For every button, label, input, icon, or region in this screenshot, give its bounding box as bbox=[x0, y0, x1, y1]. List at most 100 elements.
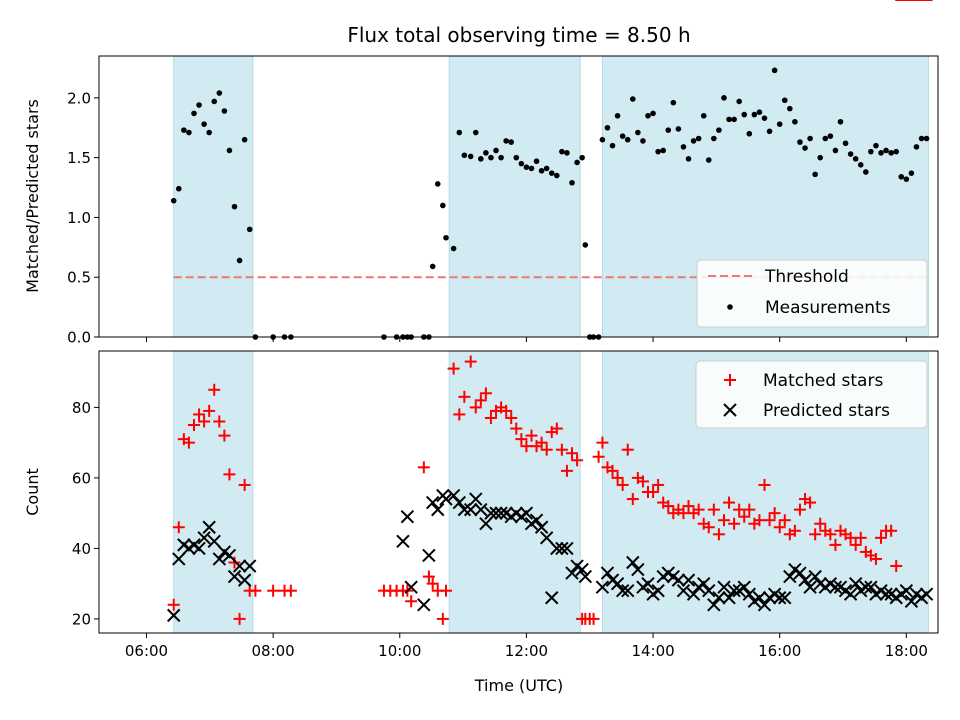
top-panel-frame bbox=[98, 55, 939, 338]
measurement-point bbox=[450, 245, 457, 252]
matched-star-point bbox=[208, 383, 221, 396]
measurement-point bbox=[635, 129, 641, 136]
measurement-point bbox=[690, 138, 697, 144]
measurement-point bbox=[226, 147, 233, 154]
predicted-star-point bbox=[808, 569, 822, 584]
matched-star-point bbox=[510, 422, 523, 435]
predicted-star-point bbox=[232, 559, 247, 573]
matched-star-point bbox=[520, 440, 533, 453]
measurement-point bbox=[221, 108, 228, 114]
predicted-star-point bbox=[778, 591, 792, 605]
measurement-point bbox=[498, 154, 504, 161]
measurement-point bbox=[559, 148, 565, 155]
measurement-point bbox=[812, 171, 818, 178]
y-tick-label: 60 bbox=[72, 469, 91, 487]
predicted-star-point bbox=[919, 587, 934, 601]
matched-star-point bbox=[284, 584, 297, 597]
measurement-point bbox=[868, 148, 874, 155]
measurement-point bbox=[241, 136, 248, 143]
predicted-star-point bbox=[783, 569, 797, 584]
matched-star-point bbox=[890, 560, 903, 573]
predicted-star-point bbox=[727, 583, 741, 598]
matched-star-point bbox=[814, 517, 827, 530]
matched-star-point bbox=[778, 514, 791, 527]
predicted-star-point bbox=[742, 587, 757, 601]
measurement-point bbox=[614, 112, 621, 119]
predicted-star-point bbox=[452, 495, 467, 510]
legend-threshold-label: Threshold bbox=[764, 267, 849, 287]
measurement-point bbox=[736, 98, 742, 105]
matched-star-point bbox=[198, 415, 211, 428]
measurement-point bbox=[231, 203, 238, 210]
matched-star-point bbox=[712, 528, 725, 541]
measurement-point bbox=[216, 90, 223, 96]
measurement-point bbox=[429, 263, 436, 270]
matched-star-point bbox=[763, 514, 776, 527]
measurement-point bbox=[908, 170, 915, 176]
measurement-point bbox=[170, 197, 177, 204]
matched-star-point bbox=[636, 475, 649, 488]
predicted-star-point bbox=[697, 576, 711, 591]
matched-star-point bbox=[540, 443, 553, 456]
measurement-point bbox=[761, 115, 768, 121]
predicted-star-point bbox=[469, 492, 483, 506]
predicted-star-point bbox=[222, 548, 237, 563]
matched-star-point bbox=[500, 404, 513, 417]
measurement-point bbox=[797, 139, 803, 145]
measurement-point bbox=[181, 127, 187, 133]
y-tick-label: 20 bbox=[72, 610, 91, 628]
measurement-point bbox=[599, 136, 606, 143]
matched-star-point bbox=[743, 503, 756, 516]
bottom-legend: Matched stars Predicted stars bbox=[695, 360, 928, 429]
matched-star-point bbox=[849, 538, 862, 551]
measurement-point bbox=[624, 136, 631, 143]
measurement-point bbox=[582, 242, 589, 248]
matched-star-point bbox=[829, 538, 842, 551]
matched-star-point bbox=[662, 500, 675, 513]
matched-star-point bbox=[550, 422, 563, 435]
matched-star-point bbox=[238, 478, 251, 491]
measurement-point bbox=[619, 133, 626, 139]
measurement-point bbox=[650, 110, 656, 117]
predicted-star-point bbox=[610, 576, 625, 591]
predicted-star-point bbox=[848, 576, 863, 591]
measurement-point bbox=[236, 257, 243, 264]
measurement-point bbox=[508, 139, 515, 145]
measurement-point bbox=[802, 145, 808, 151]
measurement-point bbox=[456, 129, 463, 136]
measurement-point bbox=[211, 98, 218, 105]
measurement-point bbox=[604, 124, 611, 131]
predicted-star-point bbox=[702, 583, 716, 598]
shaded-interval bbox=[448, 55, 581, 338]
matched-star-point bbox=[426, 577, 439, 590]
predicted-star-point bbox=[722, 591, 736, 605]
matched-star-point bbox=[616, 478, 629, 491]
predicted-star-point bbox=[463, 502, 478, 517]
matched-star-point bbox=[555, 443, 568, 456]
predicted-star-point bbox=[560, 541, 574, 556]
measurement-point bbox=[518, 160, 525, 167]
measurement-point bbox=[538, 167, 545, 174]
predicted-star-point bbox=[615, 583, 630, 598]
matched-star-point bbox=[793, 503, 806, 516]
matched-star-point bbox=[267, 584, 280, 597]
legend-predicted-marker bbox=[723, 403, 737, 417]
measurement-point bbox=[847, 151, 854, 157]
measurement-point bbox=[665, 127, 672, 133]
matched-star-point bbox=[405, 595, 418, 608]
matched-star-point bbox=[809, 528, 822, 541]
measurement-point bbox=[903, 176, 910, 182]
predicted-star-point bbox=[621, 583, 635, 598]
measurement-point bbox=[827, 133, 834, 139]
predicted-star-point bbox=[489, 506, 503, 520]
matched-star-point bbox=[592, 450, 605, 463]
measurement-point bbox=[645, 112, 651, 119]
matched-star-point bbox=[804, 496, 817, 509]
predicted-star-point bbox=[167, 608, 181, 623]
matched-star-point bbox=[758, 478, 771, 491]
measurement-point bbox=[609, 142, 616, 149]
measurement-point bbox=[817, 154, 824, 161]
bottom-panel: 20 40 60 80 06:00 08:00 10:00 12:00 14:00 16:00 1… bbox=[23, 0, 939, 695]
matched-star-point bbox=[677, 507, 690, 520]
predicted-star-point bbox=[192, 541, 206, 556]
